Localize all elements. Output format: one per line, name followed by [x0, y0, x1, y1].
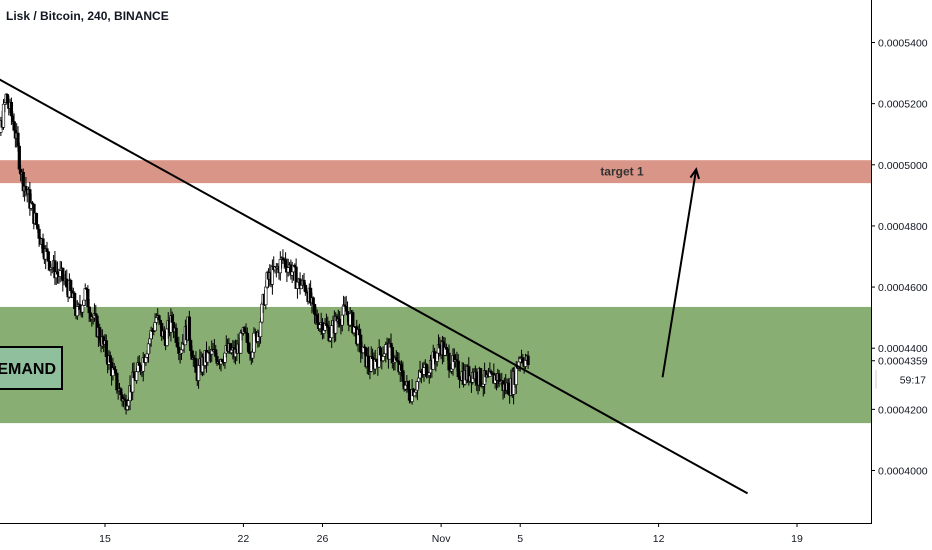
- price-tick-label: 0.0004800: [878, 221, 928, 233]
- demand-zone-label: DEMAND: [0, 361, 56, 378]
- price-tick-label: 0.0005200: [878, 99, 928, 111]
- symbol-title: Lisk / Bitcoin, 240, BINANCE: [6, 9, 169, 23]
- time-tick-label: 22: [238, 533, 250, 545]
- candle-body: [158, 319, 162, 324]
- price-tick-label: 0.0005400: [878, 38, 928, 50]
- candle-body: [187, 316, 191, 341]
- candle-body: [378, 347, 383, 356]
- projection-arrow-head: [689, 167, 700, 180]
- candle-body: [514, 366, 518, 385]
- target-zone: [0, 160, 871, 184]
- candle-body: [311, 297, 315, 305]
- candle-body: [264, 286, 268, 306]
- current-price-label: 0.0004359: [878, 356, 928, 368]
- time-tick-label: 26: [317, 533, 329, 545]
- time-tick-label: Nov: [432, 533, 451, 545]
- price-tick-label: 0.0004200: [878, 404, 928, 416]
- time-tick-label: 19: [791, 533, 803, 545]
- target-zone-label: target 1: [600, 165, 644, 179]
- projection-arrow: [661, 169, 698, 378]
- candle-body: [345, 311, 350, 316]
- demand-label-box: [0, 346, 63, 390]
- candle-body: [475, 371, 479, 384]
- time-tick-label: 5: [517, 533, 523, 545]
- time-tick-label: 15: [99, 533, 111, 545]
- price-tick-label: 0.0004000: [878, 466, 928, 478]
- time-tick-label: 12: [653, 533, 665, 545]
- candle-body: [46, 251, 50, 262]
- candle-body: [381, 356, 385, 361]
- countdown-label: 59:17: [900, 375, 926, 387]
- price-tick-label: 0.0005000: [878, 160, 928, 172]
- candle-body: [34, 212, 39, 225]
- candle-body: [330, 325, 334, 339]
- candle-body: [479, 368, 483, 386]
- candle-body: [80, 304, 85, 313]
- candle-body: [526, 355, 530, 366]
- candle-body: [258, 321, 263, 337]
- price-tick-label: 0.0004600: [878, 282, 928, 294]
- descending-trendline: [0, 78, 749, 495]
- price-tick-label: 0.0004400: [878, 343, 928, 355]
